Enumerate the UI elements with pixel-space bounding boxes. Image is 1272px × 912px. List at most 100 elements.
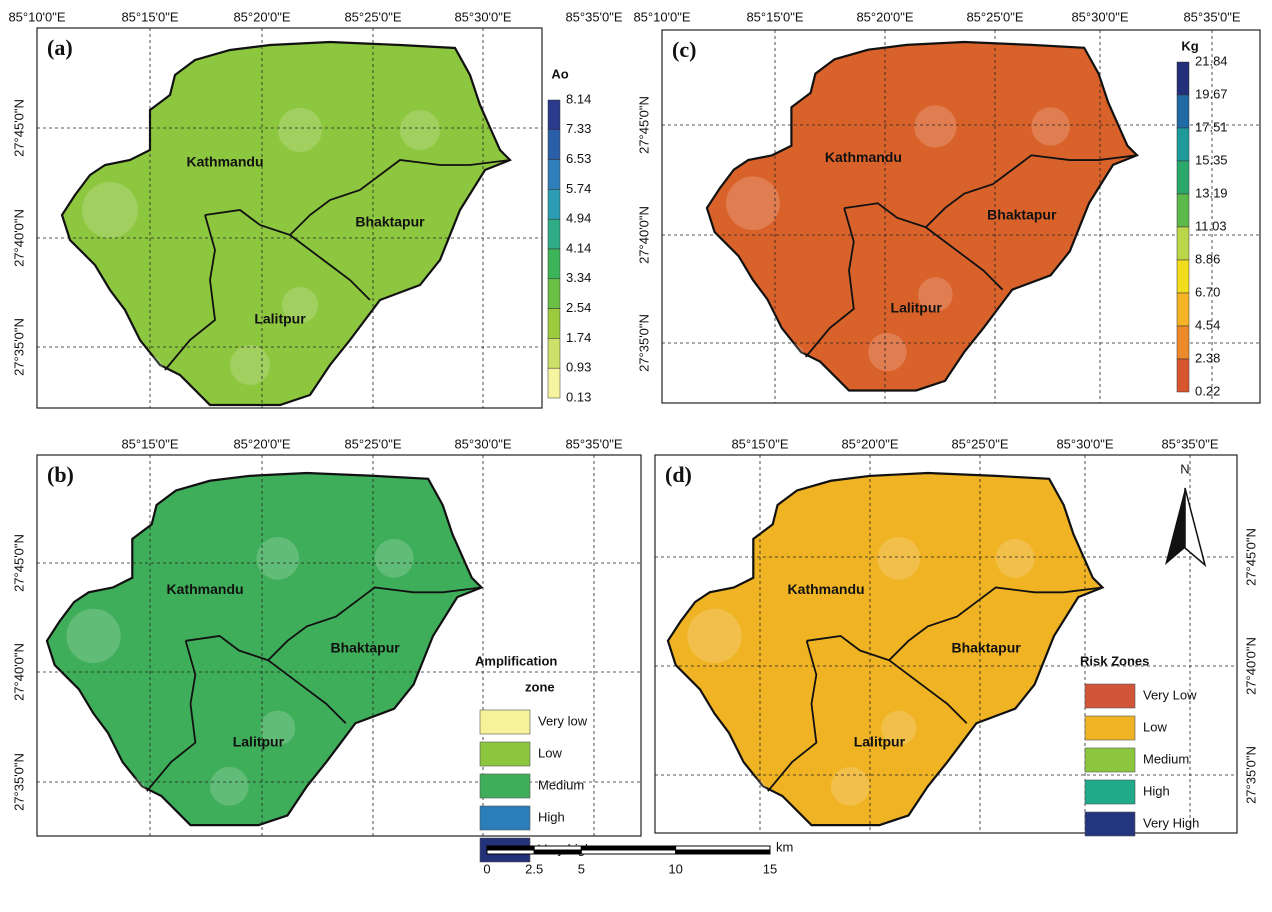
map-patch (82, 182, 138, 238)
legend-swatch (1085, 780, 1135, 804)
district-label: Kathmandu (167, 581, 244, 597)
map-patch (726, 176, 780, 230)
legend-swatch (1085, 716, 1135, 740)
colorbar-label: 0.13 (566, 389, 591, 404)
colorbar-label: 0.22 (1195, 383, 1220, 398)
longitude-label: 85°30'0"E (1071, 9, 1128, 24)
district-label: Kathmandu (825, 149, 902, 165)
legend-swatch (480, 774, 530, 798)
longitude-label: 85°15'0"E (121, 436, 178, 451)
colorbar-label: 13.19 (1195, 185, 1228, 200)
legend-swatch (1085, 812, 1135, 836)
colorbar-label: 21.84 (1195, 53, 1228, 68)
legend-swatch (1085, 684, 1135, 708)
longitude-label: 85°35'0"E (565, 436, 622, 451)
colorbar-segment (548, 219, 560, 249)
legend-label: High (538, 809, 565, 824)
scale-segment (487, 846, 534, 850)
scale-tick-label: 15 (763, 861, 777, 876)
map-patch (278, 108, 322, 152)
panel-label: (b) (47, 462, 74, 487)
colorbar-segment (548, 368, 560, 398)
scale-segment (534, 850, 581, 854)
latitude-label: 27°45'0"N (1243, 528, 1258, 586)
scale-tick-label: 0 (483, 861, 490, 876)
panel-label: (a) (47, 35, 73, 60)
latitude-label: 27°40'0"N (1243, 637, 1258, 695)
legend-title: Kg (1181, 38, 1198, 53)
scale-segment (676, 850, 770, 854)
longitude-label: 85°20'0"E (233, 436, 290, 451)
colorbar-segment (548, 249, 560, 279)
longitude-label: 85°25'0"E (344, 9, 401, 24)
colorbar-segment (548, 338, 560, 368)
panel-label: (c) (672, 37, 696, 62)
colorbar-label: 8.86 (1195, 251, 1220, 266)
colorbar-label: 6.53 (566, 151, 591, 166)
colorbar-label: 8.14 (566, 91, 591, 106)
colorbar-segment (1177, 260, 1189, 293)
colorbar-label: 3.34 (566, 270, 591, 285)
scale-tick-label: 10 (668, 861, 682, 876)
longitude-label: 85°30'0"E (1056, 436, 1113, 451)
longitude-label: 85°20'0"E (841, 436, 898, 451)
legend-label: Medium (1143, 751, 1189, 766)
legend-label: Very Low (1143, 687, 1197, 702)
district-label: Lalitpur (233, 733, 285, 749)
latitude-label: 27°35'0"N (1243, 746, 1258, 804)
longitude-label: 85°30'0"E (454, 436, 511, 451)
map-patch (66, 609, 120, 663)
colorbar-segment (1177, 293, 1189, 326)
colorbar-label: 4.94 (566, 211, 591, 226)
colorbar-label: 4.14 (566, 240, 591, 255)
legend-title: Amplification (475, 653, 557, 668)
legend-label: Low (538, 745, 562, 760)
scale-tick-label: 2.5 (525, 861, 543, 876)
colorbar-segment (548, 279, 560, 309)
colorbar-label: 17.51 (1195, 119, 1228, 134)
colorbar-segment (1177, 194, 1189, 227)
latitude-label: 27°45'0"N (11, 99, 26, 157)
district-label: Bhaktapur (355, 214, 425, 230)
north-label: N (1180, 461, 1189, 476)
map-patch (400, 110, 440, 150)
colorbar-segment (1177, 161, 1189, 194)
latitude-label: 27°40'0"N (636, 206, 651, 264)
longitude-label: 85°15'0"E (731, 436, 788, 451)
colorbar-segment (1177, 128, 1189, 161)
colorbar-label: 1.74 (566, 330, 591, 345)
longitude-label: 85°20'0"E (856, 9, 913, 24)
latitude-label: 27°35'0"N (636, 314, 651, 372)
longitude-label: 85°10'0"E (633, 9, 690, 24)
district-label: Lalitpur (254, 311, 306, 327)
longitude-label: 85°25'0"E (344, 436, 401, 451)
colorbar-label: 7.33 (566, 121, 591, 136)
legend-swatch (480, 742, 530, 766)
scale-segment (534, 846, 581, 850)
district-label: Bhaktapur (330, 639, 400, 655)
legend-swatch (480, 710, 530, 734)
map-patch (1031, 107, 1069, 145)
latitude-label: 27°35'0"N (11, 318, 26, 376)
figure: 85°10'0"E 85°15'0"E 85°20'0"E 85°25'0"E 85°3… (0, 0, 1272, 907)
latitude-label: 27°40'0"N (11, 643, 26, 701)
legend-title: zone (525, 679, 555, 694)
map-patch (831, 767, 870, 806)
colorbar-segment (1177, 95, 1189, 128)
scale-segment (581, 850, 675, 854)
colorbar-segment (548, 309, 560, 339)
district-label: Lalitpur (891, 300, 943, 316)
district-label: Kathmandu (187, 154, 264, 170)
scale-segment (676, 846, 770, 850)
colorbar-label: 4.54 (1195, 317, 1220, 332)
colorbar-label: 2.38 (1195, 350, 1220, 365)
panel-label: (d) (665, 462, 692, 487)
longitude-label: 85°10'0"E (8, 9, 65, 24)
colorbar-segment (548, 189, 560, 219)
district-label: Lalitpur (854, 733, 906, 749)
longitude-label: 85°35'0"E (1183, 9, 1240, 24)
scale-segment (581, 846, 675, 850)
latitude-label: 27°45'0"N (636, 96, 651, 154)
longitude-label: 85°15'0"E (746, 9, 803, 24)
map-patch (778, 343, 805, 370)
